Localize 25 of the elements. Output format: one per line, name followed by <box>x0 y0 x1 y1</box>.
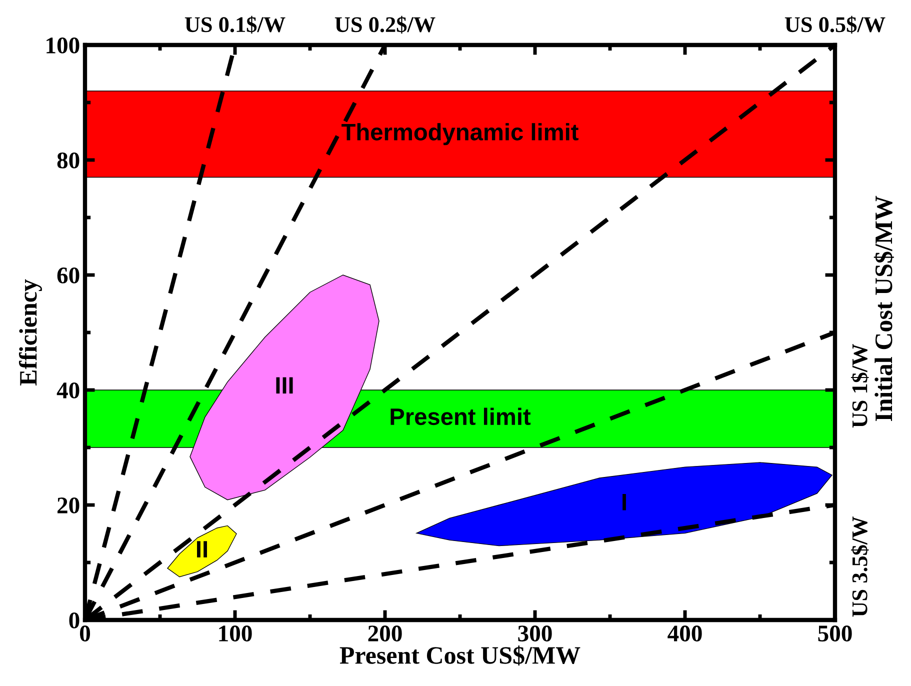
annotation: US 0.1$/W <box>184 16 286 34</box>
series-label: I <box>622 494 626 510</box>
annotation: US 0.5$/W <box>784 16 886 34</box>
y-tick-label: 80 <box>57 152 80 168</box>
x-tick-label: 400 <box>668 626 702 642</box>
series-label: III <box>276 377 293 394</box>
y-tick-label: 0 <box>69 612 80 628</box>
text: Initial Cost US$/MW <box>874 196 894 422</box>
x-axis-title: Present Cost US$/MW <box>340 646 580 666</box>
x-tick-label: 200 <box>368 626 402 642</box>
x-tick-label: 0 <box>80 626 90 642</box>
y-tick-label: 100 <box>46 37 80 54</box>
annotation: US 1$/W <box>850 344 869 428</box>
x-tick-label: 100 <box>219 626 252 642</box>
series-label: II <box>197 541 207 558</box>
y-tick-label: 20 <box>58 497 80 514</box>
y-axis-title: Efficiency <box>18 279 42 386</box>
y-tick-label: 60 <box>57 267 80 284</box>
annotation: US 0.2$/W <box>334 16 436 34</box>
annotation: US 3.5$/W <box>850 516 869 617</box>
band-label: Present limit <box>390 408 531 426</box>
x-tick-label: 300 <box>518 626 552 642</box>
y-tick-label: 40 <box>56 382 80 398</box>
x-tick-label: 500 <box>818 626 852 642</box>
band-label: Thermodynamic limit <box>342 123 578 146</box>
